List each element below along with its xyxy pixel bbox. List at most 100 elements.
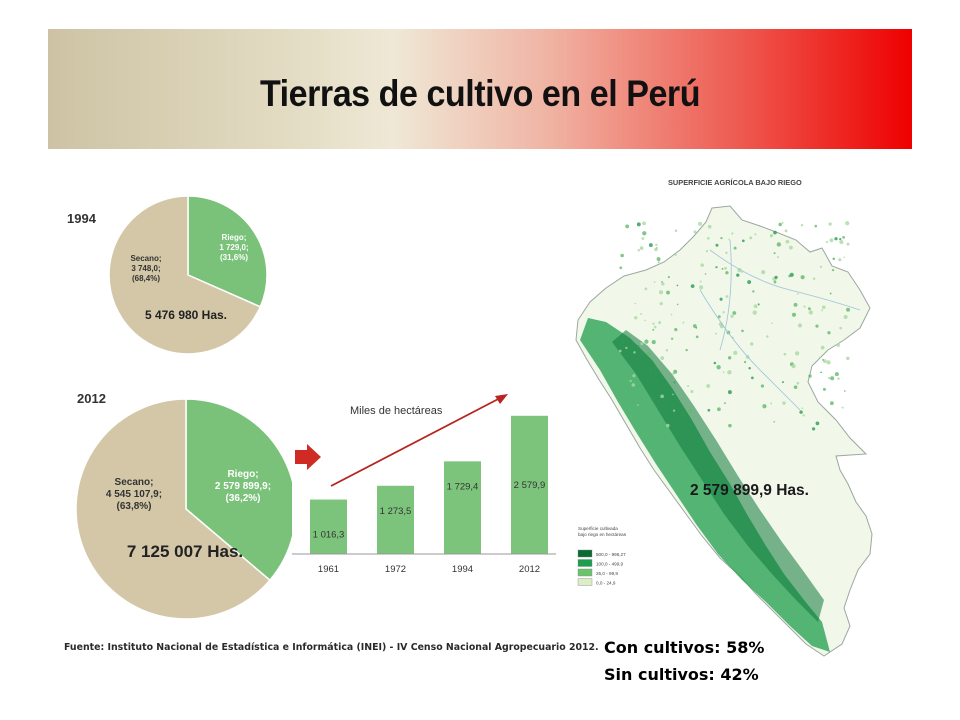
cultivation-dot: [836, 343, 840, 347]
map-title: SUPERFICIE AGRÍCOLA BAJO RIEGO: [668, 178, 802, 187]
cultivation-dot: [715, 266, 718, 269]
river-line: [719, 239, 732, 351]
cultivation-dot: [690, 390, 694, 394]
cultivation-dot: [732, 311, 737, 315]
cultivation-dot: [811, 427, 816, 431]
irrigated-band-dense: [612, 330, 824, 622]
bar-1994: [444, 461, 481, 554]
cultivation-dot: [700, 263, 704, 267]
cultivation-dot: [685, 348, 688, 352]
cultivation-dot: [649, 370, 653, 374]
pie-label-line: (68,4%): [132, 274, 160, 283]
cultivation-dot: [657, 261, 660, 263]
cultivation-dot: [782, 401, 786, 405]
cultivation-dot: [818, 356, 821, 359]
caption-sin-cultivos: Sin cultivos: 42%: [604, 665, 759, 684]
cultivation-dot: [699, 285, 704, 290]
cultivation-dot: [754, 233, 757, 236]
cultivation-dot: [652, 322, 655, 325]
cultivation-dot: [655, 243, 658, 247]
bar-value-label: 1 016,3: [313, 530, 345, 541]
cultivation-dot: [670, 337, 674, 340]
pie-year-label: 2012: [77, 391, 106, 406]
cultivation-dot: [649, 367, 652, 371]
pie-slice-secano: [108, 195, 262, 355]
cultivation-dot: [652, 328, 655, 331]
cultivation-dot: [642, 231, 647, 236]
cultivation-dot: [789, 245, 793, 250]
cultivation-dot: [794, 351, 800, 356]
cultivation-dot: [725, 271, 729, 275]
cultivation-dot: [791, 364, 796, 369]
cultivation-dot: [634, 302, 637, 305]
cultivation-dot: [707, 236, 710, 240]
cultivation-dot: [800, 275, 805, 280]
cultivation-dot: [618, 349, 622, 353]
cultivation-dot: [781, 381, 784, 384]
cultivation-dot: [803, 305, 806, 308]
cultivation-dot: [727, 370, 732, 375]
cultivation-dot: [728, 238, 730, 241]
cultivation-dot: [714, 332, 717, 335]
bar-1972: [377, 485, 414, 554]
trend-arrow-head-icon: [495, 394, 508, 404]
cultivation-dot: [665, 423, 670, 428]
cultivation-dot: [681, 413, 686, 418]
slide-title: Tierras de cultivo en el Perú: [259, 73, 701, 114]
pie-label-line: 1 729,0;: [219, 243, 248, 252]
cultivation-dot: [659, 301, 663, 306]
cultivation-dot: [720, 236, 723, 240]
cultivation-dot: [784, 229, 788, 233]
cultivation-dot: [785, 239, 790, 244]
bar-value-label: 1 273,5: [380, 506, 412, 517]
cultivation-dot: [783, 352, 787, 356]
cultivation-dot: [774, 275, 778, 279]
cultivation-dot: [797, 323, 802, 328]
cultivation-dot: [834, 372, 839, 377]
cultivation-dot: [653, 281, 656, 283]
cultivation-dot: [651, 340, 656, 345]
pie-label-line: (63,8%): [116, 501, 151, 512]
cultivation-dot: [845, 221, 850, 226]
cultivation-dot: [733, 350, 738, 355]
cultivation-dot: [766, 335, 769, 338]
cultivation-dot: [653, 366, 658, 371]
cultivation-dot: [802, 414, 805, 417]
cultivation-dot: [791, 312, 797, 317]
cultivation-dot: [640, 352, 644, 355]
cultivation-dot: [843, 256, 845, 259]
legend-swatch: [577, 549, 593, 558]
cultivation-dot: [660, 394, 664, 399]
cultivation-caption: Con cultivos: 58% Sin cultivos: 42%: [604, 634, 764, 688]
cultivation-dot: [808, 310, 813, 315]
arrow-marker-icon: [295, 444, 321, 470]
pie-label-line: 2 579 899,9;: [215, 481, 271, 492]
legend-label: 100,0 - 499,9: [596, 562, 624, 567]
cultivation-dot: [673, 369, 678, 374]
cultivation-dot: [842, 236, 846, 239]
bar-value-label: 2 579,9: [514, 480, 546, 491]
cultivation-dot: [747, 280, 752, 285]
cultivation-dot: [789, 272, 794, 277]
pie-total-label: 7 125 007 Has.: [127, 542, 243, 561]
cultivation-dot: [799, 410, 803, 414]
cultivation-dot: [695, 335, 699, 339]
cultivation-dot: [773, 252, 776, 255]
cultivation-dot: [731, 232, 734, 235]
cultivation-dot: [717, 407, 721, 412]
cultivation-dot: [648, 243, 653, 247]
cultivation-dot: [728, 423, 732, 428]
cultivation-dot: [676, 284, 679, 287]
cultivation-dot: [715, 243, 719, 247]
cultivation-dot: [752, 290, 755, 293]
cultivation-dot: [773, 420, 776, 423]
cultivation-dot: [829, 238, 834, 243]
cultivation-dot: [826, 360, 831, 365]
cultivation-dot: [829, 292, 832, 295]
pie-label-line: (31,6%): [220, 253, 248, 262]
legend-swatch: [577, 568, 593, 577]
cultivation-dot: [843, 315, 848, 320]
pie-label-line: 3 748,0;: [131, 264, 160, 273]
cultivation-dot: [636, 404, 639, 406]
legend-label: 0,0 - 24,9: [596, 581, 616, 586]
